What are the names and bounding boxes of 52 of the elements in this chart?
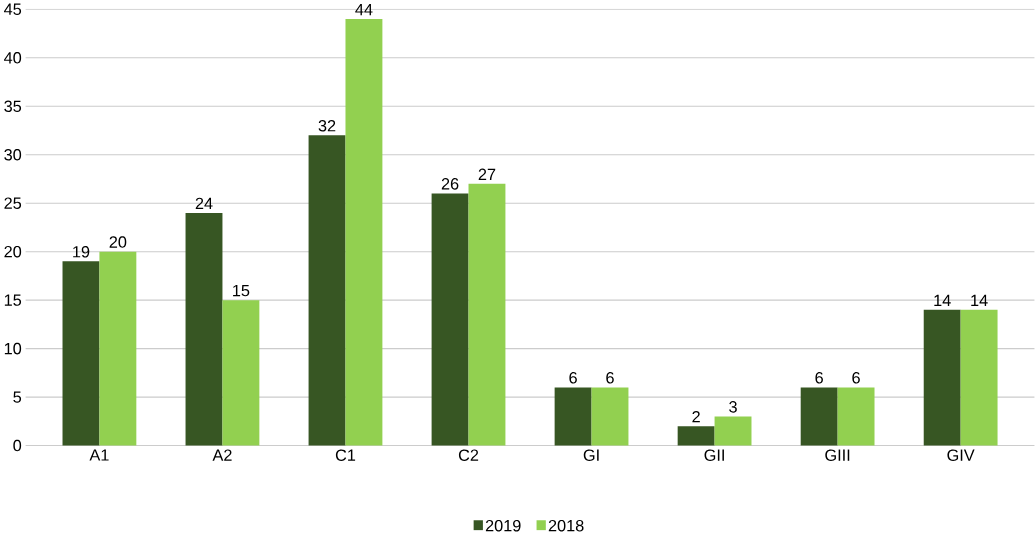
data-label: 6	[569, 371, 577, 384]
data-label: 44	[355, 3, 373, 16]
x-tick-label: GIII	[825, 449, 850, 461]
data-label: 2	[692, 410, 700, 423]
y-tick-label: 45	[4, 3, 22, 15]
data-label: 14	[971, 294, 988, 306]
data-label: 3	[729, 400, 737, 413]
data-label: 19	[73, 245, 90, 258]
data-label: 6	[852, 371, 860, 384]
x-tick-label: C2	[458, 449, 479, 461]
legend-label: 2018	[548, 519, 584, 532]
bar	[800, 387, 838, 446]
y-tick-label: 25	[4, 197, 22, 209]
x-tick-label: GII	[704, 449, 724, 461]
data-label: 14	[934, 294, 951, 306]
bar	[62, 261, 100, 446]
bar	[923, 309, 961, 446]
data-label: 24	[195, 197, 213, 209]
y-tick-label: 15	[4, 294, 22, 306]
bar	[468, 183, 506, 446]
y-tick-label: 0	[13, 439, 22, 452]
y-tick-label: 10	[4, 342, 22, 355]
x-tick-label: GI	[583, 449, 599, 461]
bar	[677, 426, 715, 446]
bar	[554, 387, 592, 446]
legend-label: 2019	[485, 519, 521, 532]
data-label: 6	[606, 371, 614, 384]
y-tick-label: 40	[4, 51, 22, 64]
data-label: 20	[109, 236, 127, 248]
y-tick-label: 35	[4, 100, 22, 112]
bar	[99, 251, 137, 446]
data-label: 15	[233, 284, 250, 297]
x-tick-label: A1	[89, 449, 109, 461]
bar	[185, 212, 223, 446]
y-tick-label: 5	[13, 391, 22, 403]
bar	[345, 18, 383, 446]
data-label: 27	[478, 168, 496, 180]
bar	[222, 300, 260, 446]
x-tick-label: GIV	[947, 449, 975, 461]
bar	[591, 387, 629, 446]
bar	[837, 387, 875, 446]
x-tick-label: C1	[335, 449, 356, 461]
data-label: 32	[318, 119, 336, 132]
data-label: 6	[815, 371, 823, 384]
bar	[960, 309, 998, 446]
bar	[714, 416, 752, 446]
y-tick-label: 30	[4, 148, 22, 161]
x-tick-label: A2	[212, 449, 232, 461]
bar	[431, 193, 469, 446]
data-label: 26	[441, 177, 459, 190]
y-tick-label: 20	[4, 245, 22, 258]
bar	[308, 135, 346, 446]
